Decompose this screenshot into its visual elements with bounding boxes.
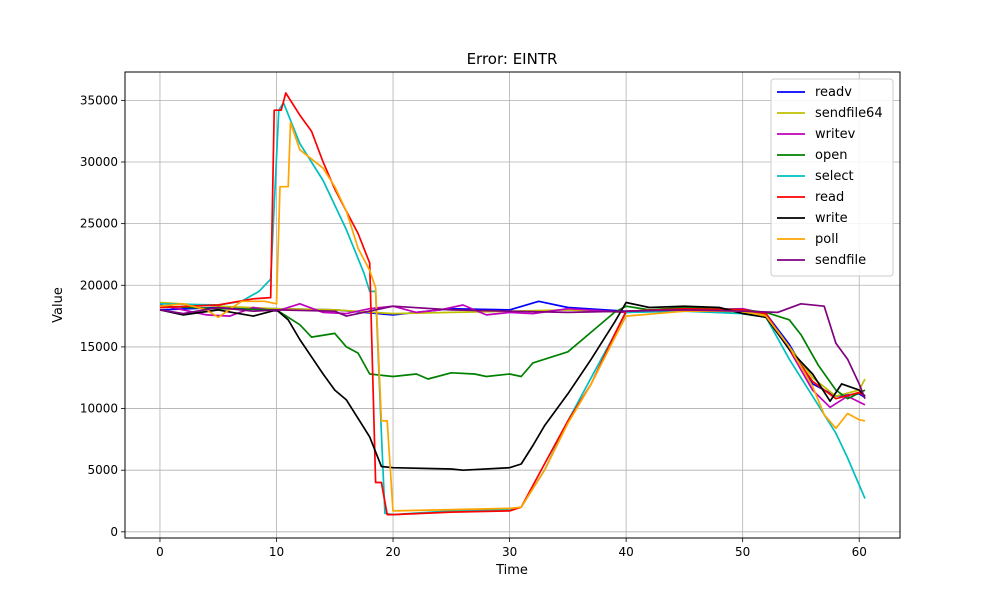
x-tick-label: 10: [269, 545, 284, 559]
y-tick-label: 15000: [80, 340, 118, 354]
chart-title: Error: EINTR: [467, 50, 558, 68]
y-axis-title: Value: [51, 287, 66, 323]
legend-label: writev: [815, 127, 856, 142]
y-tick-label: 20000: [80, 278, 118, 292]
x-tick-label: 0: [156, 545, 164, 559]
legend-label: poll: [815, 232, 838, 247]
series-line-sendfile: [159, 302, 866, 400]
x-axis: 0 10 20 30 40 50 60: [156, 538, 867, 559]
x-tick-label: 20: [385, 545, 400, 559]
series-layer: [159, 92, 866, 516]
y-tick-label: 35000: [80, 93, 118, 107]
y-tick-label: 5000: [87, 463, 118, 477]
y-tick-label: 30000: [80, 155, 118, 169]
series-line-select: [159, 101, 866, 516]
x-tick-label: 50: [735, 545, 750, 559]
x-axis-title: Time: [495, 563, 528, 578]
y-tick-label: 10000: [80, 402, 118, 416]
x-tick-label: 60: [852, 545, 867, 559]
series-line-write: [159, 301, 866, 472]
x-tick-label: 40: [618, 545, 633, 559]
y-axis: 0 5000 10000 15000 20000 25000 30000 35000: [80, 93, 125, 539]
legend-label: readv: [815, 85, 852, 100]
series-line-open: [159, 305, 866, 400]
y-tick-label: 25000: [80, 217, 118, 231]
legend-label: sendfile: [815, 253, 866, 268]
legend: readv sendfile64 writev open select read write…: [770, 78, 894, 277]
grid: [125, 72, 900, 538]
legend-label: read: [815, 190, 844, 205]
legend-label: select: [815, 169, 854, 184]
legend-box: [770, 78, 894, 277]
y-tick-label: 0: [110, 525, 118, 539]
series-line-poll: [159, 121, 866, 512]
legend-label: open: [815, 148, 847, 163]
legend-label: sendfile64: [815, 106, 883, 121]
x-tick-label: 30: [502, 545, 517, 559]
plot-frame: [124, 71, 901, 539]
legend-label: write: [815, 211, 848, 226]
